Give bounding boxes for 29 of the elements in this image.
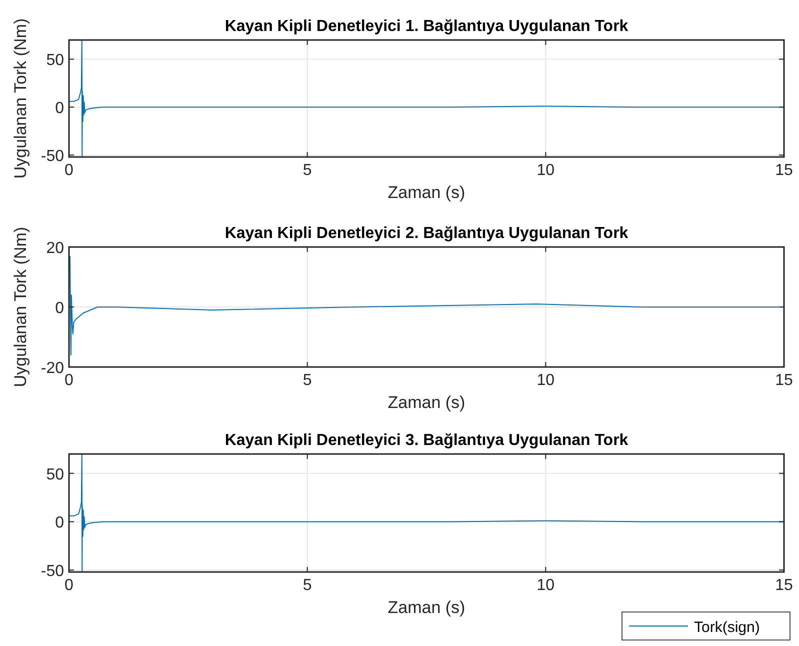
x-tick-label: 5 xyxy=(302,162,312,179)
y-tick-label: 0 xyxy=(55,514,64,532)
line-series xyxy=(69,40,784,157)
x-tick-label: 5 xyxy=(302,372,312,389)
y-tick-label: 0 xyxy=(55,100,64,118)
y-tick-label: 20 xyxy=(46,240,64,257)
y-tick-label: -50 xyxy=(40,148,64,166)
line-series xyxy=(69,454,784,572)
y-tick-label: 0 xyxy=(55,300,64,317)
chart-title: Kayan Kipli Denetleyici 1. Bağlantıya Uygulanan Tork xyxy=(224,18,628,35)
x-axis-title: Zaman (s) xyxy=(388,598,466,617)
y-tick-label: 50 xyxy=(46,466,64,484)
x-tick-label: 10 xyxy=(536,372,555,389)
x-tick-label: 15 xyxy=(775,577,793,594)
y-axis-title: Uygulanan Tork (Nm) xyxy=(11,226,30,388)
x-tick-label: 15 xyxy=(775,162,793,179)
chart-title: Kayan Kipli Denetleyici 2. Bağlantıya Uygulanan Tork xyxy=(224,225,628,242)
y-tick-label: -20 xyxy=(40,360,64,377)
y-tick-label: -50 xyxy=(40,563,64,580)
y-tick-label: 50 xyxy=(46,52,64,70)
x-axis-title: Zaman (s) xyxy=(388,393,466,412)
x-axis-title: Zaman (s) xyxy=(388,183,466,202)
chart-title: Kayan Kipli Denetleyici 3. Bağlantıya Uygulanan Tork xyxy=(224,432,628,449)
x-tick-label: 10 xyxy=(536,577,555,594)
legend-label: Tork(sign) xyxy=(694,619,760,636)
x-tick-label: 10 xyxy=(536,162,555,179)
y-axis-title: Uygulanan Tork (Nm) xyxy=(11,18,30,179)
x-tick-label: 15 xyxy=(775,372,793,389)
x-tick-label: 5 xyxy=(302,577,312,594)
